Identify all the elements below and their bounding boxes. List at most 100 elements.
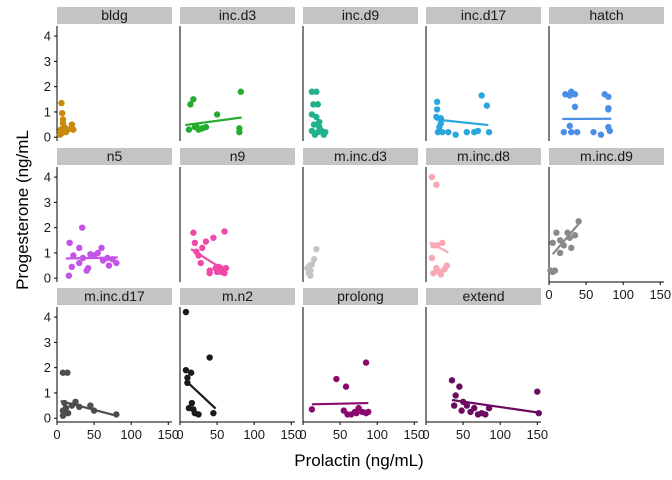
data-point [320,131,327,138]
facet-panel-m-inc-d8: m.inc.d8 [425,148,541,282]
data-point [439,239,446,247]
x-tick-label: 50 [87,427,101,442]
y-tick-label: 3 [44,195,51,210]
y-tick-label: 1 [44,104,51,119]
data-point [113,259,120,267]
facet-strip [426,288,541,305]
data-point [556,237,564,244]
data-point [195,411,202,418]
trend-line [190,248,227,273]
data-point [64,409,72,417]
data-point [365,408,372,416]
data-point [430,269,437,277]
facet-strip [180,288,295,305]
data-point [474,127,482,135]
data-point [434,128,442,136]
trend-line [451,398,539,414]
facet-strip [549,148,664,165]
data-point [188,399,196,407]
data-point [549,239,556,247]
data-point [94,249,102,257]
facet-panel-m-inc-d17: m.inc.d17 0 1 2 3 4 0 50 100 150 [44,288,179,442]
facet-strip [549,7,664,24]
x-tick-label: 0 [545,287,552,302]
y-tick-label: 2 [44,360,51,375]
x-tick-label: 0 [176,427,183,442]
facet-panel-m-inc-d3: m.inc.d3 [302,148,418,282]
data-point [221,269,228,277]
data-point [206,269,213,277]
data-point [571,103,579,111]
data-point [313,245,320,253]
x-tick-label: 0 [422,427,429,442]
trend-line [305,258,318,271]
facet-strip-label: m.inc.d8 [457,148,510,164]
facet-strip [303,288,418,305]
x-tick-label: 150 [157,427,179,442]
data-point [210,234,217,241]
facet-strip-label: n9 [230,148,246,164]
y-tick-label: 4 [44,170,51,185]
facet-strip-label: bldg [101,7,127,23]
data-point [64,126,72,133]
data-point [307,272,314,279]
data-point [471,404,478,412]
facet-strip [57,288,172,305]
data-point [450,402,458,409]
data-point [64,369,71,376]
facet-strip [57,148,172,165]
data-point [182,366,190,374]
facet-panel-n5: n5 0 1 2 3 4 [44,148,172,286]
data-point [556,249,564,257]
facet-strip-label: prolong [337,288,384,304]
trend-line [65,256,118,260]
facet-panel-inc-d17: inc.d17 [425,7,541,141]
data-point [105,262,113,269]
x-tick-label: 150 [403,427,425,442]
facet-strip-label: m.n2 [222,288,253,304]
data-point [605,123,612,131]
data-point [485,128,493,136]
data-point [308,88,316,95]
data-point [478,92,485,99]
data-point [362,359,370,366]
data-point [597,131,605,138]
facet-panel-m-n2: m.n2 0 50 100 150 [176,288,302,442]
y-tick-label: 1 [44,385,51,400]
data-point [191,239,199,247]
x-tick-label: 100 [366,427,388,442]
facet-strip-label: m.inc.d3 [334,148,387,164]
data-point [428,173,436,181]
facet-strip [57,7,172,24]
trend-line [185,379,217,410]
data-point [206,354,213,361]
trend-line [311,401,369,406]
data-point [79,224,86,231]
data-point [84,264,92,272]
data-point [605,93,612,100]
data-point [314,101,322,108]
facet-strip-label: inc.d3 [219,7,257,23]
data-point [452,131,459,138]
data-point [58,130,65,137]
data-point [76,244,83,252]
data-point [483,102,491,109]
data-point [237,88,245,95]
data-point [348,411,355,418]
data-point [190,96,197,103]
data-point [202,123,210,131]
data-point [568,128,575,136]
data-point [571,232,579,239]
data-point [185,126,193,133]
data-point [433,98,441,106]
data-point [428,254,436,262]
data-point [66,239,73,247]
data-point [311,131,319,138]
facet-strip-label: extend [462,288,504,304]
data-point [59,412,67,419]
y-tick-label: 4 [44,29,51,44]
facet-strip [303,148,418,165]
data-point [70,126,77,133]
data-point [443,262,450,269]
facet-strip [180,7,295,24]
